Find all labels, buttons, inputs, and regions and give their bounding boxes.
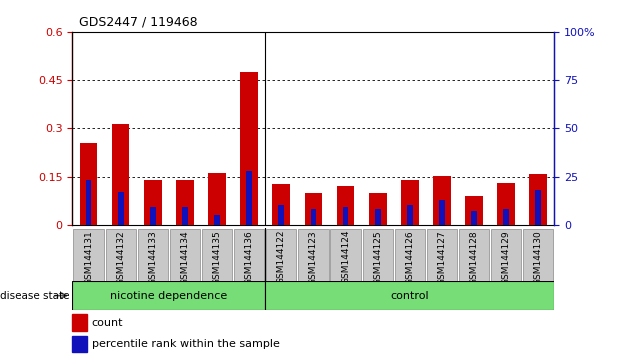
Text: control: control (391, 291, 429, 301)
Text: GSM144125: GSM144125 (373, 230, 382, 285)
Bar (465, 196, 483, 225)
FancyBboxPatch shape (106, 229, 135, 282)
Bar (214, 215, 220, 225)
Text: GSM144129: GSM144129 (501, 230, 511, 285)
Text: GSM144122: GSM144122 (277, 230, 286, 285)
Bar (112, 124, 130, 225)
FancyBboxPatch shape (265, 281, 554, 310)
Bar (439, 200, 445, 225)
FancyBboxPatch shape (363, 229, 392, 282)
FancyBboxPatch shape (524, 229, 553, 282)
Bar (433, 176, 451, 225)
Text: GSM144126: GSM144126 (405, 230, 415, 285)
FancyBboxPatch shape (331, 229, 360, 282)
Bar (407, 205, 413, 225)
Bar (79, 143, 98, 225)
Bar (272, 184, 290, 225)
Text: GSM144131: GSM144131 (84, 230, 93, 285)
Bar (343, 207, 348, 225)
Bar (72, 314, 87, 331)
Bar (182, 207, 188, 225)
FancyBboxPatch shape (74, 229, 103, 282)
Bar (176, 180, 194, 225)
FancyBboxPatch shape (299, 229, 328, 282)
FancyBboxPatch shape (170, 229, 200, 282)
Bar (246, 171, 252, 225)
Bar (497, 183, 515, 225)
Bar (118, 192, 123, 225)
Text: GSM144135: GSM144135 (212, 230, 222, 285)
Text: GSM144123: GSM144123 (309, 230, 318, 285)
Bar (278, 205, 284, 225)
Text: GSM144130: GSM144130 (534, 230, 543, 285)
Bar (240, 72, 258, 225)
Bar (536, 190, 541, 225)
FancyBboxPatch shape (459, 229, 489, 282)
Text: percentile rank within the sample: percentile rank within the sample (92, 339, 280, 349)
FancyBboxPatch shape (491, 229, 521, 282)
Bar (150, 207, 156, 225)
Bar (503, 209, 509, 225)
Text: GSM144133: GSM144133 (148, 230, 158, 285)
FancyBboxPatch shape (427, 229, 457, 282)
Bar (529, 174, 547, 225)
Bar (86, 181, 91, 225)
Bar (401, 181, 419, 225)
Text: GSM144132: GSM144132 (116, 230, 125, 285)
Bar (375, 209, 381, 225)
Text: GSM144124: GSM144124 (341, 230, 350, 285)
FancyBboxPatch shape (138, 229, 168, 282)
Text: GSM144127: GSM144127 (437, 230, 447, 285)
Text: count: count (92, 318, 123, 327)
Bar (144, 180, 162, 225)
Bar (471, 211, 477, 225)
FancyBboxPatch shape (395, 229, 425, 282)
Bar (304, 193, 323, 225)
Text: disease state: disease state (0, 291, 69, 301)
Bar (72, 336, 87, 352)
Bar (208, 173, 226, 225)
Text: GSM144136: GSM144136 (244, 230, 254, 285)
Bar (336, 186, 355, 225)
FancyBboxPatch shape (266, 229, 296, 282)
Text: GSM144134: GSM144134 (180, 230, 190, 285)
Bar (311, 209, 316, 225)
Text: nicotine dependence: nicotine dependence (110, 291, 227, 301)
FancyBboxPatch shape (72, 281, 265, 310)
Text: GSM144128: GSM144128 (469, 230, 479, 285)
FancyBboxPatch shape (202, 229, 232, 282)
Text: GDS2447 / 119468: GDS2447 / 119468 (79, 15, 197, 28)
Bar (369, 193, 387, 225)
FancyBboxPatch shape (234, 229, 264, 282)
